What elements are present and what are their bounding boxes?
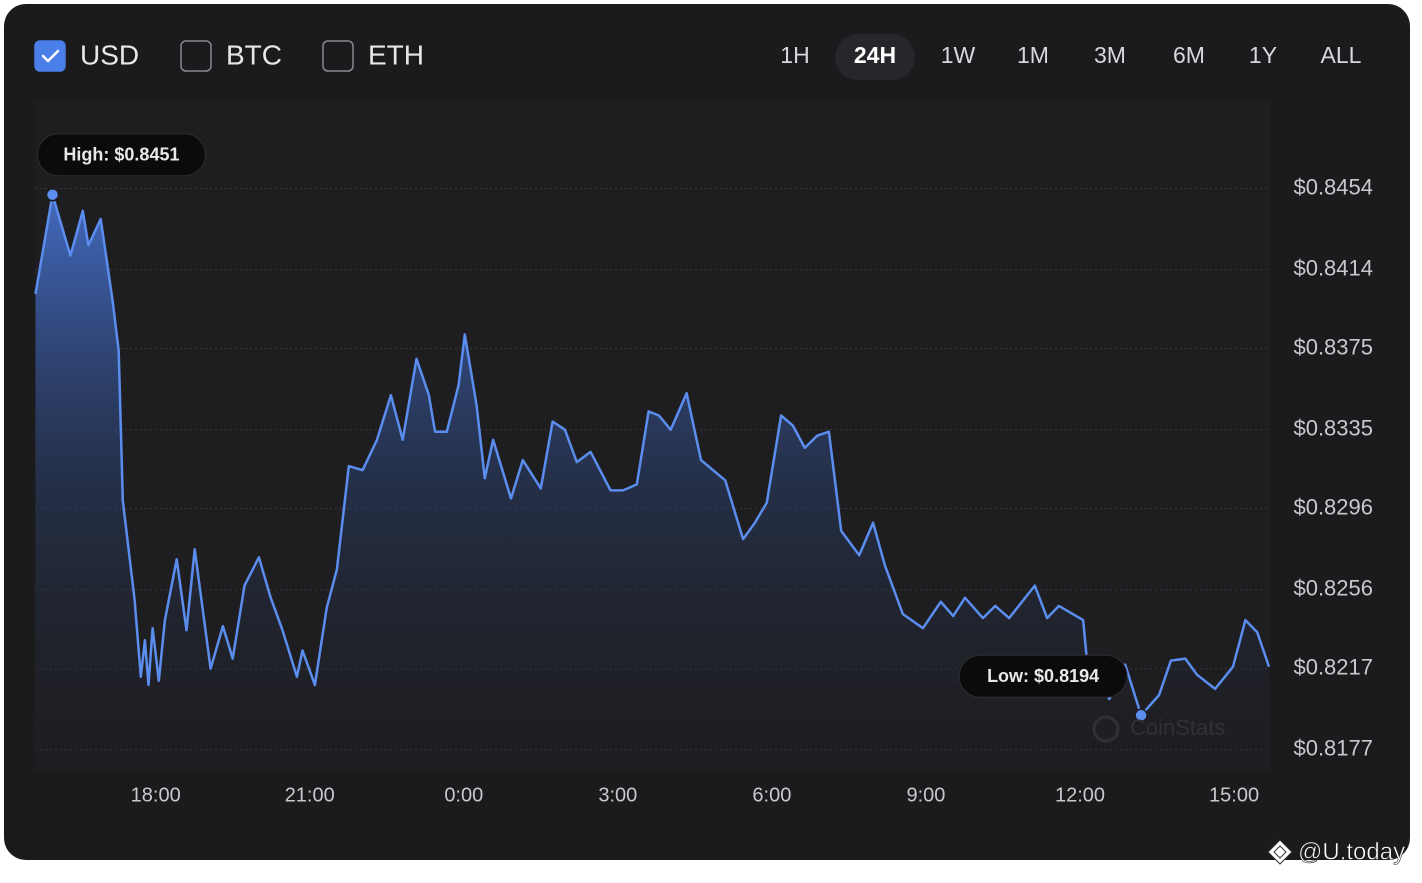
currency-label: BTC: [226, 39, 282, 70]
watermark-icon: [1092, 715, 1120, 743]
checkbox[interactable]: [180, 40, 212, 72]
low-marker: [1134, 708, 1148, 723]
currency-toggle[interactable]: BTC: [180, 39, 282, 72]
range-label[interactable]: 24H: [854, 42, 896, 68]
footer-text: @U.today: [1298, 838, 1405, 865]
low-label: Low: $0.8194: [987, 666, 1099, 686]
range-button[interactable]: ALL: [1321, 42, 1362, 68]
x-tick-label: 18:00: [131, 784, 181, 806]
range-button[interactable]: 1H: [780, 42, 809, 68]
range-label[interactable]: 1Y: [1249, 42, 1277, 68]
checkbox[interactable]: [34, 40, 66, 72]
x-tick-label: 12:00: [1055, 784, 1105, 806]
range-button[interactable]: 1Y: [1249, 42, 1277, 68]
y-tick-label: $0.8414: [1293, 255, 1373, 280]
x-tick-label: 3:00: [598, 784, 637, 806]
x-tick-label: 0:00: [444, 784, 483, 806]
range-active-bg[interactable]: [835, 34, 915, 80]
watermark: CoinStats: [1130, 715, 1225, 740]
high-marker: [45, 187, 60, 202]
y-tick-label: $0.8296: [1293, 494, 1373, 519]
x-tick-label: 9:00: [906, 784, 945, 806]
y-tick-label: $0.8335: [1293, 415, 1373, 440]
range-label[interactable]: ALL: [1321, 42, 1362, 68]
line: [34, 193, 1271, 717]
range-label[interactable]: 6M: [1173, 42, 1205, 68]
range-button[interactable]: 1W: [941, 42, 976, 68]
y-tick-label: $0.8177: [1293, 736, 1373, 761]
range-label[interactable]: 1H: [780, 42, 809, 68]
currency-toggle[interactable]: ETH: [322, 39, 424, 72]
high-label-bg: [36, 133, 206, 177]
currency-toggle[interactable]: USD: [34, 39, 139, 72]
range-button[interactable]: 24H: [835, 34, 915, 80]
y-tick-label: $0.8454: [1293, 174, 1373, 199]
footer-icon: [1267, 839, 1293, 865]
high-label: High: $0.8451: [63, 144, 179, 164]
x-tick-label: 6:00: [752, 784, 791, 806]
range-button[interactable]: 6M: [1173, 42, 1205, 68]
x-tick-label: 21:00: [285, 784, 335, 806]
y-tick-label: $0.8375: [1293, 334, 1373, 359]
area: [35, 194, 1269, 772]
range-button[interactable]: 1M: [1017, 42, 1049, 68]
y-tick-label: $0.8256: [1293, 576, 1373, 601]
x-tick-label: 15:00: [1209, 784, 1259, 806]
range-label[interactable]: 1W: [941, 42, 976, 68]
low-label-bg: [958, 654, 1128, 698]
currency-label: ETH: [368, 39, 424, 70]
range-button[interactable]: 3M: [1094, 42, 1126, 68]
checkmark: [41, 49, 60, 63]
footer-logo: @U.today: [1267, 838, 1405, 866]
y-tick-label: $0.8217: [1293, 655, 1373, 680]
checkbox[interactable]: [322, 40, 354, 72]
range-label[interactable]: 1M: [1017, 42, 1049, 68]
currency-label: USD: [80, 39, 139, 70]
range-label[interactable]: 3M: [1094, 42, 1126, 68]
